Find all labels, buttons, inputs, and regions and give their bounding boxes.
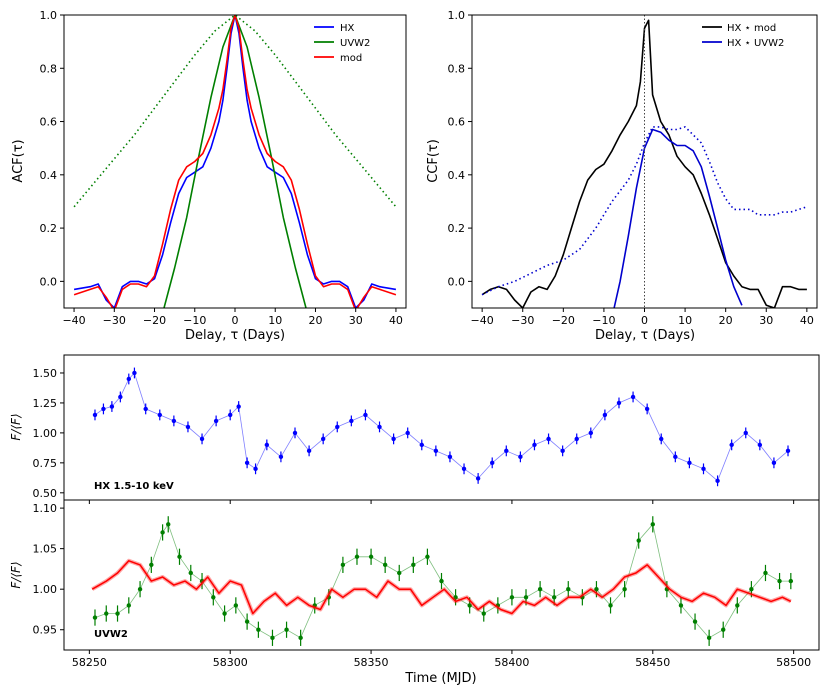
ccf-series-hx-uvw2-dotted: [481, 126, 808, 296]
hx-ytick-label: 0.50: [33, 487, 58, 500]
acf-xtick-label: −30: [103, 314, 126, 327]
ccf-ylabel: CCF(τ): [426, 139, 441, 183]
acf-ytick-label: 0.6: [40, 116, 58, 129]
ccf-series-hx-uvw2: [613, 128, 743, 308]
hx-series-hx: [94, 372, 789, 482]
acf-xtick-label: 20: [308, 314, 322, 327]
ccf-panel: −40 −30 −20 −10 0 10 20 30 40 0.0 0.2 0.4 0.6 0.8 1.0…: [426, 9, 818, 343]
acf-series-hx: [73, 15, 397, 308]
ccf-xlabel: Delay, τ (Days): [595, 328, 695, 343]
acf-ytick-label: 0.8: [40, 62, 58, 75]
acf-ytick-label: 1.0: [40, 9, 58, 22]
uvw2-ytick-label: 1.10: [33, 502, 58, 515]
acf-ytick-label: 0.0: [40, 275, 58, 288]
uvw2-ytick-label: 1.05: [33, 543, 58, 556]
hx-frame: [63, 354, 820, 501]
acf-xtick-label: 40: [389, 314, 403, 327]
ccf-xtick-label: −30: [511, 314, 534, 327]
uvw2-xtick-label: 58350: [354, 656, 389, 669]
legend-label-hx-uvw2: HX ⋆ UVW2: [727, 38, 784, 49]
hx-ytick-label: 1.00: [33, 427, 58, 440]
hx-ylabel: F/⟨F⟩: [9, 413, 23, 440]
uvw2-xtick-label: 58250: [72, 656, 107, 669]
ccf-legend: HX ⋆ mod HX ⋆ UVW2: [702, 23, 784, 49]
hx-annotation: HX 1.5-10 keV: [94, 481, 174, 492]
uvw2-annotation: UVW2: [94, 629, 128, 640]
acf-ytick-label: 0.2: [40, 222, 58, 235]
ccf-ytick-label: 1.0: [448, 9, 466, 22]
uvw2-xtick-label: 58400: [494, 656, 529, 669]
uvw2-series-uvw2: [94, 523, 791, 639]
uvw2-xtick-label: 58300: [213, 656, 248, 669]
ccf-ytick-label: 0.8: [448, 62, 466, 75]
acf-ytick-label: 0.4: [40, 169, 58, 182]
acf-series-uvw2-dotted: [73, 15, 397, 208]
acf-legend: HX UVW2 mod: [314, 23, 370, 64]
uvw2-ytick-label: 1.00: [33, 583, 58, 596]
ccf-series-hx-mod: [481, 19, 807, 308]
uvw2-xtick-label: 58500: [776, 656, 811, 669]
acf-xtick-label: −20: [143, 314, 166, 327]
legend-label-hx-mod: HX ⋆ mod: [727, 23, 776, 34]
legend-label-mod: mod: [340, 53, 362, 64]
acf-ylabel: ACF(τ): [11, 139, 26, 182]
hx-lightcurve-panel: 0.50 0.75 1.00 1.25 1.50 F/⟨F⟩ HX 1.5-10 keV: [9, 354, 820, 504]
acf-panel: −40 −30 −20 −10 0 10 20 30 40 0.0 0.2 0.4 0.6 0.8 1.0…: [11, 9, 407, 343]
acf-xtick-label: 0: [232, 314, 239, 327]
ccf-xtick-label: −10: [592, 314, 615, 327]
acf-xtick-label: −40: [62, 314, 85, 327]
uvw2-series-mod: [91, 560, 792, 615]
ccf-xtick-label: −20: [552, 314, 575, 327]
uvw2-lightcurve-panel: 0.95 1.00 1.05 1.10 58250 58300 58350 58400 584…: [9, 499, 820, 686]
ccf-xtick-label: −40: [471, 314, 494, 327]
time-xlabel: Time (MJD): [404, 671, 476, 686]
uvw2-xtick-label: 58450: [635, 656, 670, 669]
acf-xtick-label: 30: [349, 314, 363, 327]
hx-ytick-label: 1.50: [33, 367, 58, 380]
uvw2-ytick-label: 0.95: [33, 624, 58, 637]
ccf-xtick-label: 0: [641, 314, 648, 327]
acf-series-uvw2: [163, 15, 307, 308]
uvw2-point: [788, 578, 794, 584]
hx-ytick-label: 0.75: [33, 457, 58, 470]
ccf-ytick-label: 0.6: [448, 116, 466, 129]
legend-label-uvw2: UVW2: [340, 38, 370, 49]
uvw2-frame: [63, 499, 820, 651]
acf-xtick-label: 10: [268, 314, 282, 327]
ccf-ytick-label: 0.2: [448, 222, 466, 235]
ccf-xtick-label: 30: [759, 314, 773, 327]
uvw2-ylabel: F/⟨F⟩: [9, 561, 23, 588]
legend-label-hx: HX: [340, 23, 355, 34]
acf-series-mod: [73, 15, 397, 308]
acf-xlabel: Delay, τ (Days): [185, 328, 285, 343]
ccf-ytick-label: 0.0: [448, 275, 466, 288]
hx-ytick-label: 1.25: [33, 397, 58, 410]
acf-xtick-label: −10: [183, 314, 206, 327]
ccf-xtick-label: 20: [719, 314, 733, 327]
ccf-ytick-label: 0.4: [448, 169, 466, 182]
ccf-xtick-label: 10: [678, 314, 692, 327]
ccf-xtick-label: 40: [800, 314, 814, 327]
